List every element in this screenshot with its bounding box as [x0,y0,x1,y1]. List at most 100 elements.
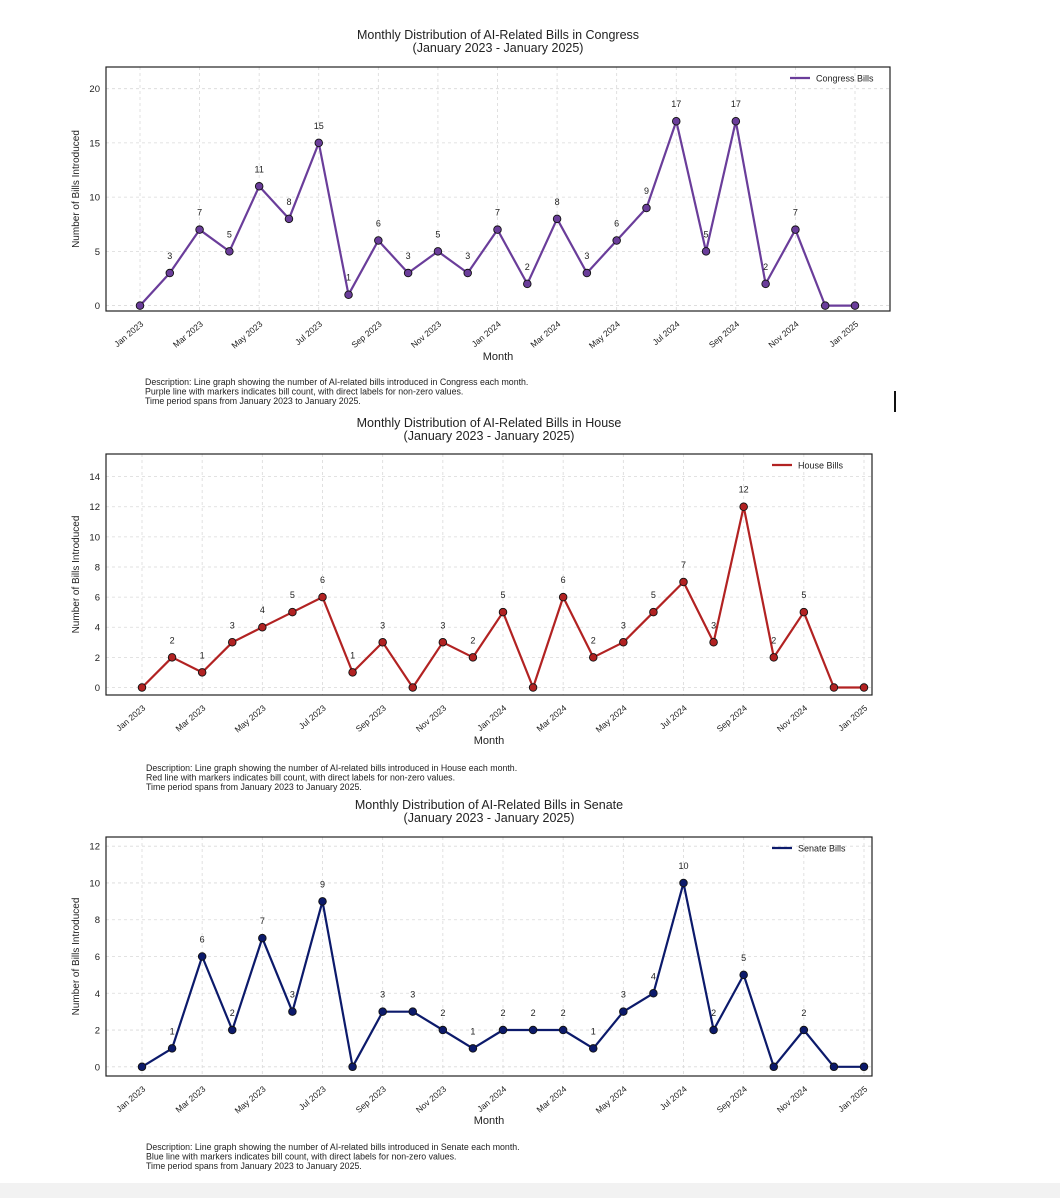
plot-frame [105,66,891,312]
data-point [468,653,478,662]
data-point [137,1062,147,1072]
data-label: 3 [621,990,626,1000]
x-tick-label: May 2024 [594,1084,629,1116]
chart-subtitle: (January 2023 - January 2025) [404,429,575,443]
data-point [135,301,145,310]
x-tick-label: Mar 2024 [535,703,569,734]
x-axis-label: Month [474,1115,505,1127]
data-point [859,683,869,692]
data-point [523,279,532,289]
y-tick-label: 20 [89,84,100,95]
data-point [227,638,237,647]
x-tick-label: Nov 2024 [766,319,801,350]
data-label: 7 [495,208,500,218]
data-label: 1 [200,650,205,660]
data-point [258,933,267,943]
x-tick-label: Jan 2023 [112,319,145,349]
data-point [558,592,568,602]
data-label: 6 [614,219,619,229]
data-label: 3 [440,620,445,630]
data-label: 11 [254,164,263,174]
data-label: 9 [320,879,325,889]
data-point [799,607,809,617]
data-label: 3 [621,620,626,630]
data-label: 5 [704,229,709,239]
x-tick-label: Sep 2024 [715,703,750,734]
x-tick-label: May 2023 [233,703,268,735]
legend-label: House Bills [798,461,844,471]
data-label: 5 [801,590,806,600]
y-tick-label: 10 [89,878,100,889]
data-point [829,1062,839,1072]
y-axis-label: Number of Bills Introduced [71,898,82,1016]
x-tick-label: Jul 2023 [297,1084,328,1112]
x-tick-label: Jul 2023 [293,319,324,347]
x-tick-label: Mar 2024 [535,1084,569,1115]
data-point [799,1025,809,1035]
data-point [288,607,297,617]
x-tick-label: Nov 2023 [414,1084,449,1115]
y-axis-label: Number of Bills Introduced [71,516,82,634]
chart-description-line: Description: Line graph showing the numb… [146,763,517,773]
y-tick-label: 6 [95,593,100,604]
chart-title: Monthly Distribution of AI-Related Bills… [357,28,639,42]
data-point [709,638,718,647]
chart-description-line: Purple line with markers indicates bill … [145,387,463,397]
chart-subtitle: (January 2023 - January 2025) [404,811,575,825]
x-tick-label: Jan 2024 [470,319,503,349]
x-tick-label: Mar 2023 [171,319,205,350]
data-point [348,668,357,677]
y-tick-label: 14 [89,472,100,483]
data-point [528,1025,538,1035]
data-label: 5 [741,953,746,963]
x-tick-label: Jan 2025 [836,1084,869,1114]
data-point [498,1025,508,1035]
data-point [589,1044,598,1053]
data-point [314,138,324,148]
data-label: 1 [350,650,355,660]
chart-description-line: Time period spans from January 2023 to J… [146,782,362,792]
y-tick-label: 12 [89,842,100,853]
x-tick-label: Jul 2024 [658,1084,689,1112]
x-tick-label: Jan 2024 [475,1084,508,1114]
data-label: 3 [584,251,589,261]
x-tick-label: Mar 2024 [528,319,562,350]
x-tick-label: Sep 2024 [715,1084,750,1115]
data-point [378,1007,387,1016]
data-point [701,247,711,256]
data-point [642,203,651,213]
data-label: 1 [470,1026,475,1036]
data-point [612,236,621,245]
data-label: 4 [651,971,656,981]
x-tick-label: May 2024 [594,703,629,735]
data-label: 2 [470,635,475,645]
data-point [167,1044,177,1053]
x-tick-label: Mar 2023 [174,1084,208,1115]
data-label: 6 [320,575,325,585]
data-point [348,1062,357,1072]
data-point [589,653,598,662]
chart-description-line: Time period spans from January 2023 to J… [146,1161,362,1171]
chart-panel-2: Monthly Distribution of AI-Related Bills… [71,798,873,1171]
x-tick-label: Jul 2024 [650,319,681,347]
data-point [709,1025,718,1035]
data-label: 2 [525,262,530,272]
data-point [679,878,688,888]
x-axis-label: Month [483,351,514,363]
data-point [761,279,770,289]
x-axis-label: Month [474,735,505,747]
data-label: 6 [376,219,381,229]
data-label: 9 [644,186,649,196]
y-tick-label: 12 [89,502,100,513]
data-point [649,989,658,998]
y-tick-label: 4 [95,623,100,634]
data-label: 8 [286,197,291,207]
data-label: 7 [681,560,686,570]
data-label: 2 [561,1008,566,1018]
data-label: 5 [227,229,232,239]
data-label: 3 [380,620,385,630]
chart-title: Monthly Distribution of AI-Related Bills… [355,798,623,812]
data-point [227,1025,237,1035]
chart-panel-0: Monthly Distribution of AI-Related Bills… [71,28,891,406]
plot-frame [105,836,873,1077]
